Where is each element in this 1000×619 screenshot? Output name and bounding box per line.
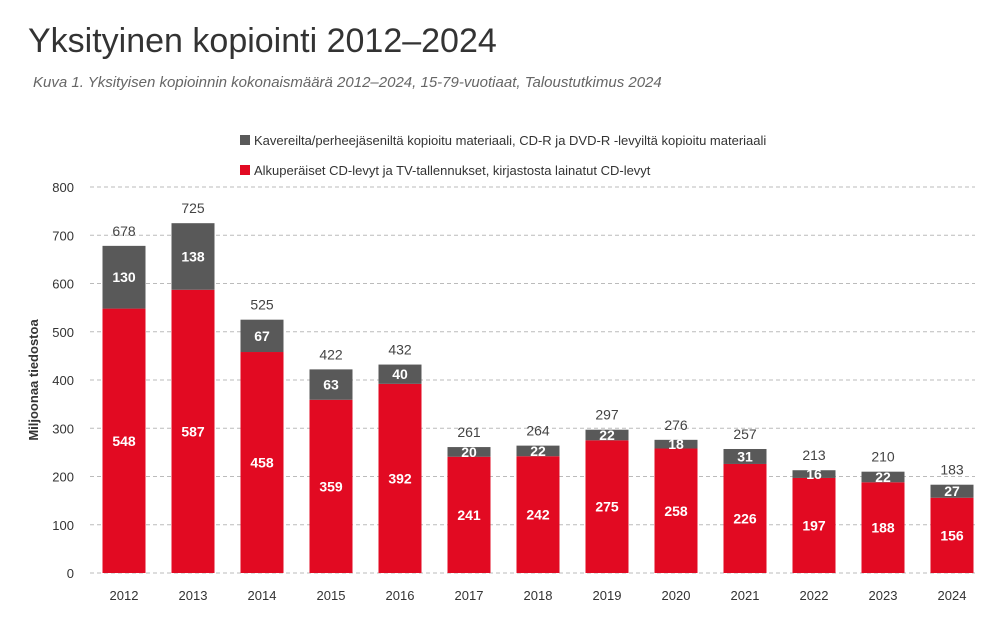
- x-tick-label: 2023: [869, 588, 898, 603]
- data-label-red: 226: [733, 510, 757, 526]
- bar-segment-red: [792, 477, 836, 573]
- bar-segment-red: [447, 456, 491, 573]
- bar-segment-red: [102, 308, 146, 573]
- bar-segment-red: [240, 352, 284, 573]
- x-tick-label: 2021: [731, 588, 760, 603]
- x-tick-label: 2024: [938, 588, 967, 603]
- data-label-red: 275: [595, 499, 619, 515]
- data-label-gray: 40: [392, 366, 408, 382]
- y-tick-label: 500: [52, 325, 74, 340]
- data-label-red: 258: [664, 503, 688, 519]
- bar-segment-red: [585, 440, 629, 573]
- data-label-gray: 16: [806, 466, 822, 482]
- bar-segment-gray: [930, 484, 974, 498]
- x-tick-label: 2022: [800, 588, 829, 603]
- legend-swatch-gray: [240, 135, 250, 145]
- total-label: 432: [388, 342, 412, 358]
- chart-title: Yksityinen kopiointi 2012–2024: [28, 22, 497, 60]
- bar-segment-gray: [378, 364, 422, 384]
- total-label: 725: [181, 200, 205, 216]
- legend: Kavereilta/perheejäseniltä kopioitu mate…: [240, 133, 766, 178]
- bar-segment-gray: [171, 223, 215, 290]
- total-label: 257: [733, 426, 757, 442]
- chart-subtitle: Kuva 1. Yksityisen kopioinnin kokonaismä…: [33, 74, 662, 91]
- bar-segment-gray: [447, 447, 491, 457]
- y-axis-label: Miljoonaa tiedostoa: [26, 319, 41, 441]
- bar-segment-gray: [723, 448, 767, 464]
- total-label: 678: [112, 223, 136, 239]
- data-label-red: 548: [112, 433, 136, 449]
- bar-segment-red: [861, 482, 905, 573]
- data-label-gray: 67: [254, 328, 270, 344]
- data-label-gray: 18: [668, 436, 684, 452]
- data-label-red: 392: [388, 470, 412, 486]
- legend-swatch-red: [240, 165, 250, 175]
- bar-segment-red: [309, 399, 353, 573]
- bar-segment-red: [516, 456, 560, 573]
- legend-label-gray: Kavereilta/perheejäseniltä kopioitu mate…: [254, 133, 766, 148]
- bar-segment-gray: [585, 429, 629, 441]
- data-label-red: 188: [871, 520, 895, 536]
- data-label-gray: 22: [530, 443, 546, 459]
- x-tick-label: 2013: [179, 588, 208, 603]
- total-label: 297: [595, 407, 619, 423]
- data-label-gray: 138: [181, 248, 205, 264]
- total-label: 276: [664, 417, 688, 433]
- x-tick-label: 2016: [386, 588, 415, 603]
- y-tick-label: 300: [52, 421, 74, 436]
- data-label-red: 156: [940, 527, 964, 543]
- total-label: 213: [802, 447, 826, 463]
- x-tick-label: 2015: [317, 588, 346, 603]
- total-label: 525: [250, 297, 274, 313]
- bar-segment-red: [723, 463, 767, 573]
- y-tick-label: 800: [52, 180, 74, 195]
- bar-segment-red: [378, 383, 422, 573]
- x-tick-label: 2020: [662, 588, 691, 603]
- bar-segment-gray: [861, 471, 905, 483]
- data-label-red: 458: [250, 455, 274, 471]
- data-label-red: 197: [802, 517, 826, 533]
- total-label: 422: [319, 346, 343, 362]
- data-label-red: 359: [319, 478, 343, 494]
- bar-segment-gray: [516, 445, 560, 457]
- data-label-red: 242: [526, 507, 550, 523]
- y-tick-label: 100: [52, 518, 74, 533]
- bar-segment-red: [171, 289, 215, 573]
- bar-segment-gray: [102, 245, 146, 309]
- x-tick-label: 2018: [524, 588, 553, 603]
- data-label-red: 241: [457, 507, 481, 523]
- x-tick-label: 2017: [455, 588, 484, 603]
- x-tick-label: 2012: [110, 588, 139, 603]
- data-label-gray: 31: [737, 448, 753, 464]
- bar-segment-gray: [654, 439, 698, 449]
- total-label: 183: [940, 462, 964, 478]
- total-label: 264: [526, 423, 550, 439]
- y-tick-label: 400: [52, 373, 74, 388]
- data-label-gray: 63: [323, 377, 339, 393]
- data-label-gray: 27: [944, 483, 960, 499]
- bar-segment-red: [930, 497, 974, 573]
- data-label-gray: 130: [112, 269, 136, 285]
- y-tick-label: 600: [52, 277, 74, 292]
- bar-segment-gray: [309, 369, 353, 400]
- x-tick-label: 2014: [248, 588, 277, 603]
- y-tick-label: 700: [52, 228, 74, 243]
- data-label-gray: 22: [599, 427, 615, 443]
- legend-label-red: Alkuperäiset CD-levyt ja TV-tallennukset…: [254, 163, 651, 178]
- bar-segment-red: [654, 448, 698, 573]
- bar-segment-gray: [240, 319, 284, 353]
- y-tick-label: 200: [52, 470, 74, 485]
- total-label: 210: [871, 449, 895, 465]
- total-label: 261: [457, 424, 481, 440]
- data-label-gray: 22: [875, 469, 891, 485]
- data-label-gray: 20: [461, 444, 477, 460]
- data-label-red: 587: [181, 423, 205, 439]
- bar-segment-gray: [792, 470, 836, 478]
- y-tick-label: 0: [67, 566, 74, 581]
- x-tick-label: 2019: [593, 588, 622, 603]
